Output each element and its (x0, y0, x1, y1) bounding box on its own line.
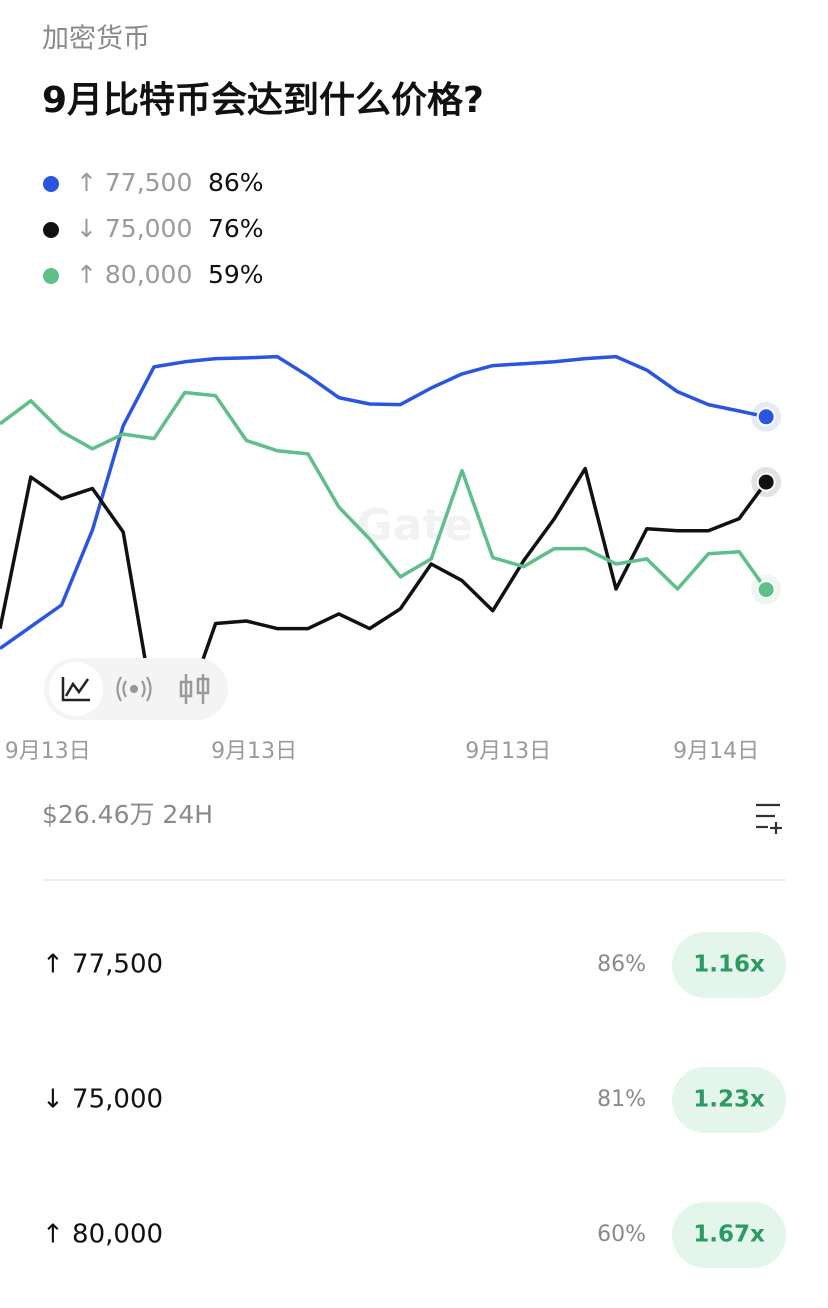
buy-button[interactable]: 1.16x (672, 932, 786, 998)
outcome-probability: 86% (597, 952, 646, 977)
x-tick-label: 9月13日 (5, 739, 91, 764)
buy-button[interactable]: 1.67x (672, 1202, 786, 1268)
legend: ↑ 77,500 86% ↓ 75,000 76% ↑ 80,000 59% (43, 168, 264, 289)
outcome-probability: 81% (597, 1087, 646, 1112)
x-tick-label: 9月13日 (465, 739, 551, 764)
x-tick-label: 9月13日 (211, 739, 297, 764)
buy-button[interactable]: 1.23x (672, 1067, 786, 1133)
legend-swatch (43, 176, 59, 192)
legend-name: ↑ 77,500 (76, 168, 192, 197)
buy-button-label: 1.16x (693, 952, 765, 978)
outcome-row[interactable]: ↑ 80,000 60% 1.67x (42, 1202, 786, 1268)
buy-button-bg (672, 1067, 786, 1133)
outcome-label: ↑ 80,000 (42, 1220, 163, 1250)
title: 9月比特币会达到什么价格? (42, 80, 484, 121)
line-chart-button[interactable] (61, 677, 90, 702)
x-tick-label: 9月14日 (673, 739, 759, 764)
buy-button-label: 1.67x (693, 1222, 765, 1248)
end-dot (756, 407, 776, 427)
plot: Gate (0, 354, 782, 670)
chart-toolbar (44, 658, 228, 720)
add-to-list-button[interactable] (756, 803, 782, 834)
outcome-row[interactable]: ↓ 75,000 81% 1.23x (42, 1067, 786, 1133)
outcome-row[interactable]: ↑ 77,500 86% 1.16x (42, 932, 786, 998)
live-button[interactable] (116, 676, 152, 702)
buy-button-bg (672, 1202, 786, 1268)
x-axis: 9月13日 9月13日 9月13日 9月14日 (5, 739, 759, 764)
legend-name: ↓ 75,000 (76, 214, 192, 243)
legend-name: ↑ 80,000 (76, 260, 192, 289)
category: 加密货币 (42, 24, 150, 55)
legend-swatch (43, 222, 59, 238)
outcome-label: ↑ 77,500 (42, 950, 163, 980)
buy-button-label: 1.23x (693, 1087, 765, 1113)
buy-button-bg (672, 932, 786, 998)
watermark: Gate (357, 500, 474, 551)
outcome-list: ↑ 77,500 86% 1.16x ↓ 75,000 81% 1.23x ↑ 80,000… (42, 932, 786, 1268)
outcome-probability: 60% (597, 1222, 646, 1247)
series-line (0, 390, 768, 591)
outcome-label: ↓ 75,000 (42, 1085, 163, 1115)
volume: $26.46万 24H (42, 800, 213, 829)
end-dot (756, 472, 776, 492)
series-line (0, 466, 768, 670)
legend-value: 86% (208, 168, 264, 197)
candlestick-button[interactable] (179, 674, 210, 704)
legend-value: 59% (208, 260, 264, 289)
end-dot (756, 580, 776, 600)
legend-value: 76% (208, 214, 264, 243)
legend-swatch (43, 268, 59, 284)
series-line (0, 354, 767, 650)
